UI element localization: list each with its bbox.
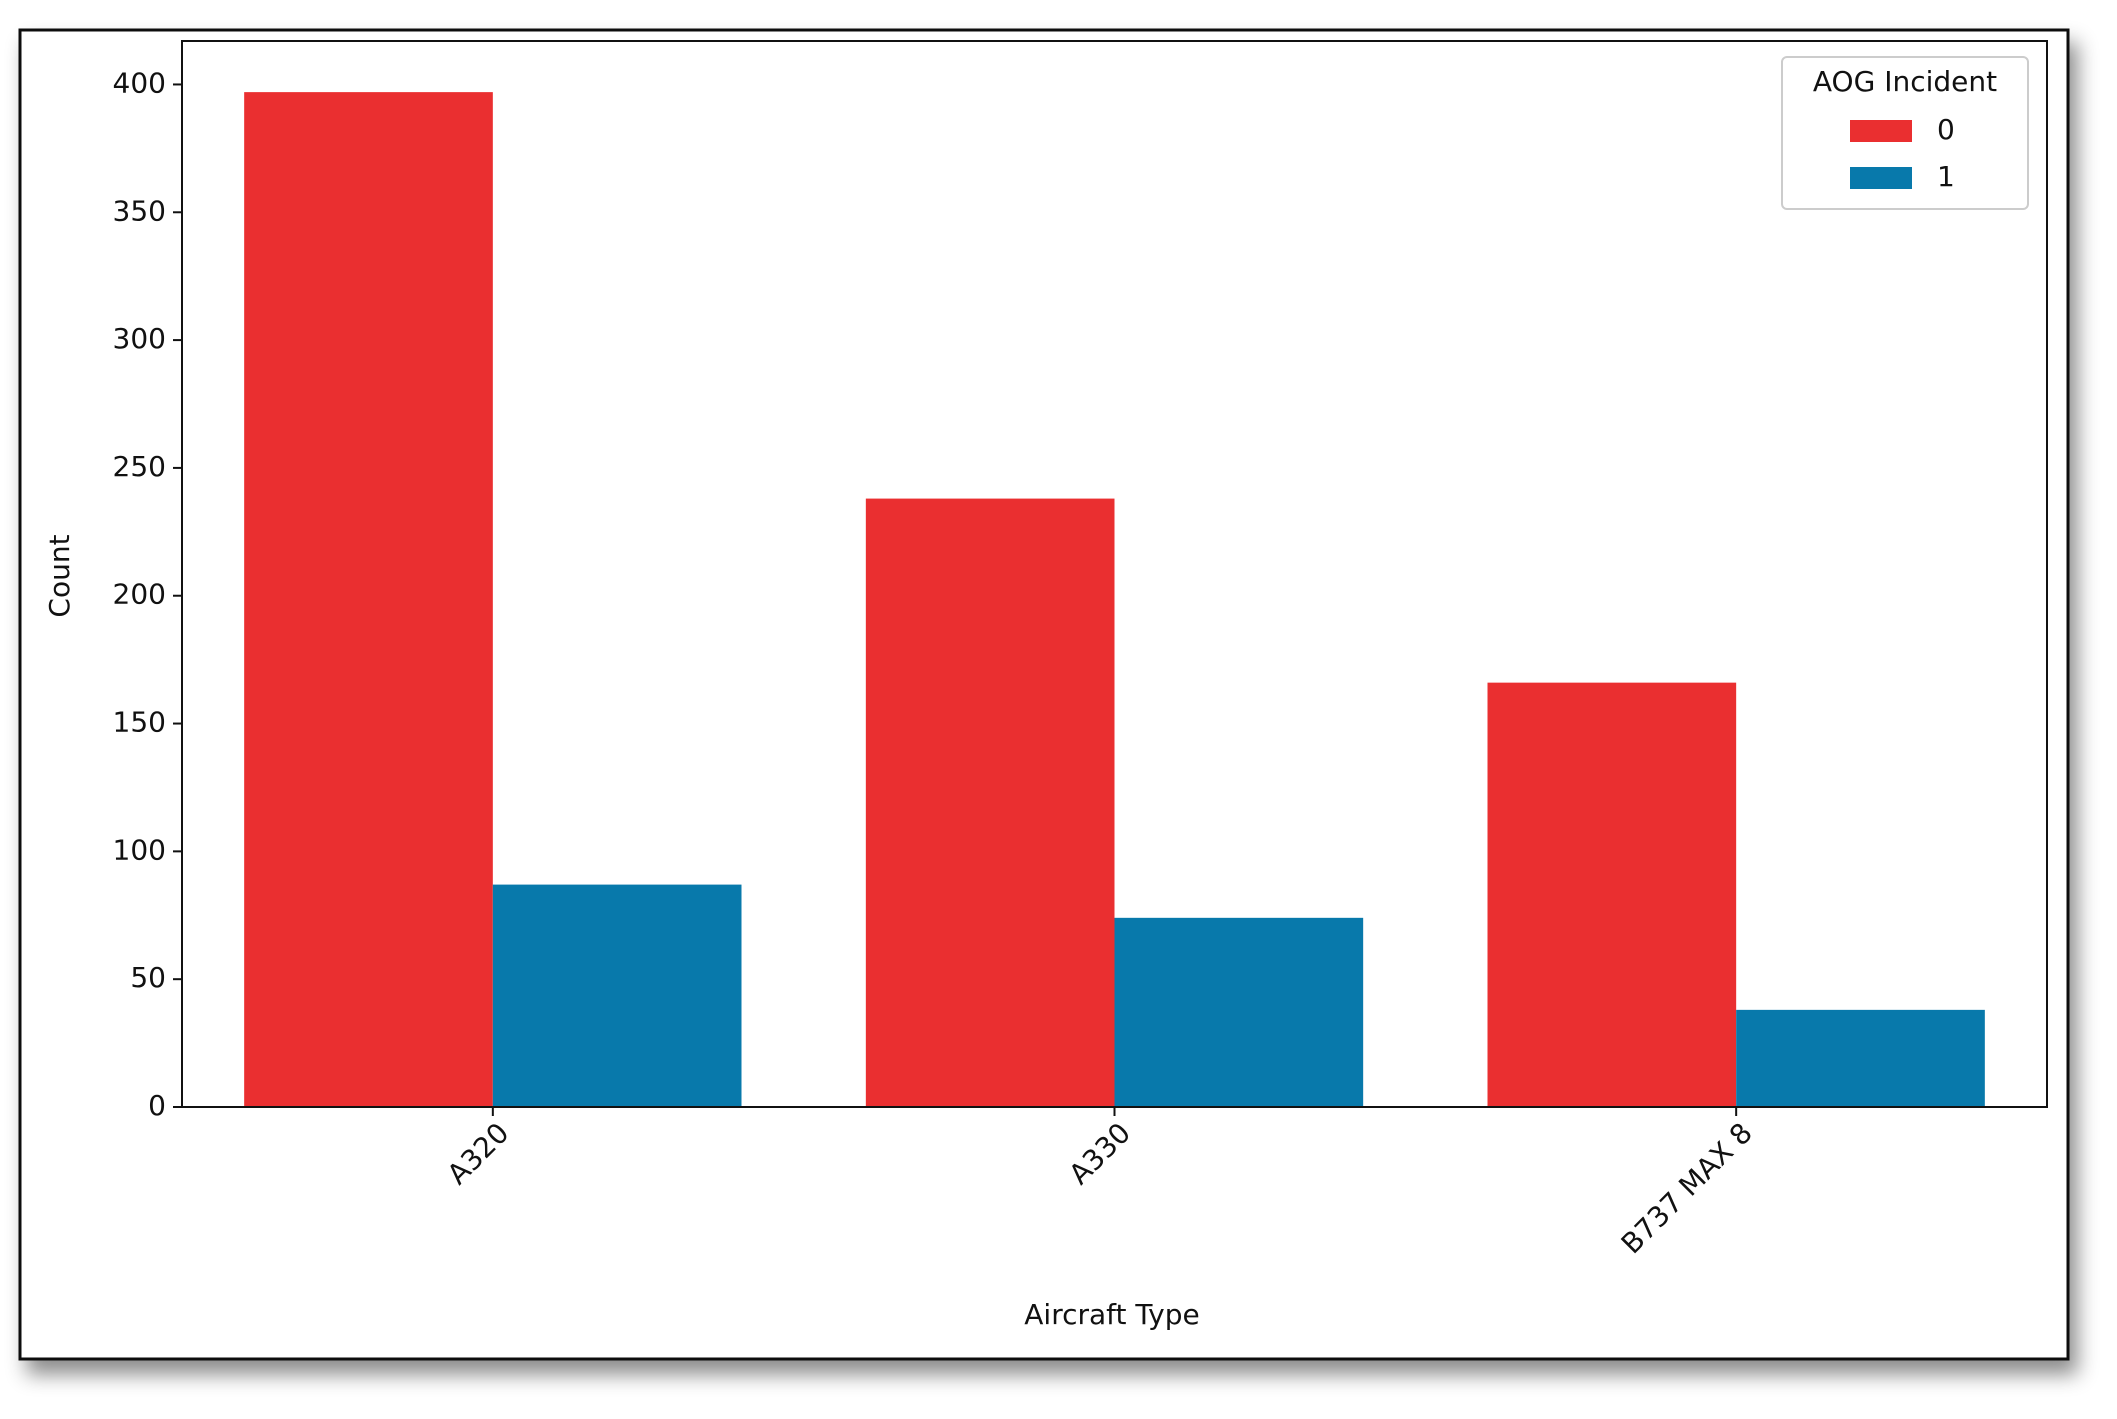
- y-tick-label: 50: [130, 961, 166, 994]
- y-tick-label: 0: [148, 1089, 166, 1122]
- bar: [492, 884, 742, 1107]
- y-tick-label: 250: [113, 450, 166, 483]
- legend-label: 1: [1937, 160, 1955, 193]
- bar: [865, 498, 1115, 1107]
- bar: [1114, 917, 1364, 1107]
- x-axis-label: Aircraft Type: [1024, 1298, 1199, 1331]
- legend-swatch: [1850, 120, 1912, 142]
- y-tick-label: 200: [113, 578, 166, 611]
- bar: [1487, 682, 1737, 1107]
- y-tick-label: 150: [113, 706, 166, 739]
- y-axis-label: Count: [43, 534, 76, 617]
- y-tick-label: 350: [113, 194, 166, 227]
- legend-swatch: [1850, 167, 1912, 189]
- y-tick-label: 100: [113, 833, 166, 866]
- legend-label: 0: [1937, 113, 1955, 146]
- y-tick-label: 400: [113, 66, 166, 99]
- bar: [1736, 1009, 1985, 1107]
- legend-title: AOG Incident: [1813, 65, 1997, 98]
- axes-frame: [181, 40, 2048, 1108]
- y-tick-label: 300: [113, 322, 166, 355]
- bar: [244, 92, 493, 1108]
